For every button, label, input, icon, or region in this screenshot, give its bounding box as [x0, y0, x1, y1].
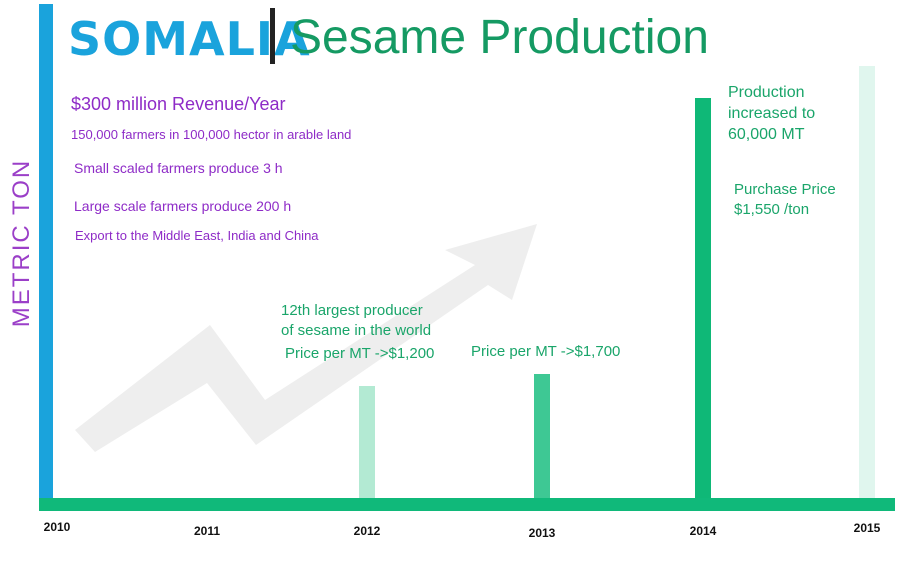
annotation-2014-line-3: 60,000 MT	[728, 126, 805, 143]
y-axis-label: METRIC TON	[8, 158, 35, 328]
annotation-2014-purchase-1: Purchase Price	[734, 181, 836, 198]
bar-2012	[359, 386, 375, 498]
title-separator	[270, 8, 275, 64]
x-tick-2013: 2013	[529, 526, 556, 540]
annotation-2012-line-1: 12th largest producer	[281, 302, 423, 319]
y-axis	[39, 4, 53, 510]
annotation-2014-line-1: Production	[728, 84, 805, 101]
fact-revenue: $300 million Revenue/Year	[71, 94, 286, 114]
bar-2013	[534, 374, 550, 498]
x-axis	[39, 498, 895, 511]
bar-2014	[695, 98, 711, 498]
x-tick-2014: 2014	[690, 524, 717, 538]
fact-farmers: 150,000 farmers in 100,000 hector in ara…	[71, 127, 352, 142]
x-tick-2012: 2012	[354, 524, 381, 538]
trend-arrow	[75, 224, 537, 452]
fact-small-farmers: Small scaled farmers produce 3 h	[74, 160, 283, 176]
annotation-2013-price: Price per MT ->$1,700	[471, 343, 621, 360]
brand-title: SOMALIA	[68, 12, 311, 66]
x-tick-labels: 2010 2011 2012 2013 2014 2015	[44, 520, 881, 540]
fact-export: Export to the Middle East, India and Chi…	[75, 228, 319, 243]
x-tick-2010: 2010	[44, 520, 71, 534]
annotation-2014-purchase-2: $1,550 /ton	[734, 201, 810, 218]
chart-title: Sesame Production	[290, 11, 709, 64]
annotation-2012-price: Price per MT ->$1,200	[285, 345, 435, 362]
annotation-2012-line-2: of sesame in the world	[281, 322, 432, 339]
bar-2015	[859, 66, 875, 498]
x-tick-2011: 2011	[194, 524, 220, 538]
bar-series	[359, 66, 875, 498]
annotation-2014-line-2: increased to	[728, 105, 816, 122]
fact-large-farmers: Large scale farmers produce 200 h	[74, 198, 292, 214]
x-tick-2015: 2015	[854, 521, 881, 535]
